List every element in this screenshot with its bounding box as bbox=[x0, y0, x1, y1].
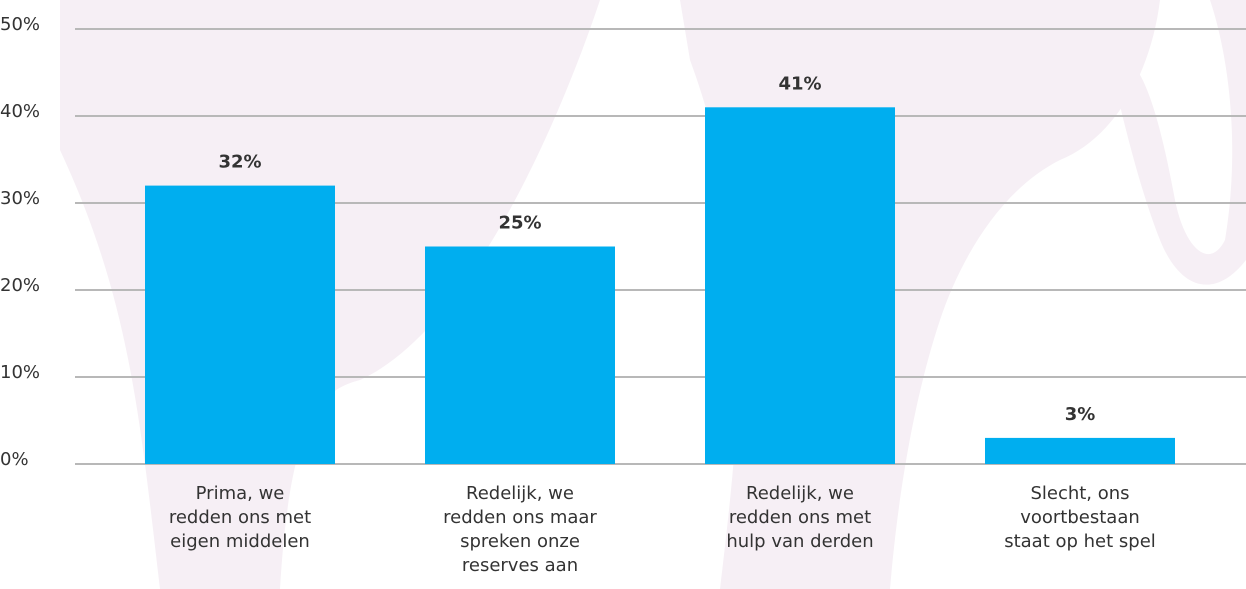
bar bbox=[425, 246, 615, 464]
x-tick-label: redden ons maar bbox=[443, 507, 597, 528]
bar bbox=[985, 437, 1175, 464]
bar bbox=[145, 185, 335, 464]
value-label: 3% bbox=[1065, 404, 1096, 425]
bar bbox=[705, 107, 895, 465]
x-tick-label: Slecht, ons bbox=[1030, 483, 1129, 504]
x-tick-label: Redelijk, we bbox=[466, 483, 574, 504]
x-tick-label: spreken onze bbox=[460, 531, 580, 552]
y-tick-label: 20% bbox=[0, 275, 40, 296]
value-label: 32% bbox=[218, 152, 261, 173]
x-tick-label: redden ons met bbox=[169, 507, 311, 528]
x-tick-label: reserves aan bbox=[462, 555, 578, 576]
x-tick-label: staat op het spel bbox=[1004, 531, 1156, 552]
x-tick-label: Prima, we bbox=[196, 483, 285, 504]
y-tick-label: 50% bbox=[0, 14, 40, 35]
value-label: 41% bbox=[778, 73, 821, 94]
x-tick-label: Redelijk, we bbox=[746, 483, 854, 504]
y-tick-label: 40% bbox=[0, 101, 40, 122]
y-tick-label: 10% bbox=[0, 362, 40, 383]
x-tick-label: voortbestaan bbox=[1020, 507, 1140, 528]
x-tick-label: redden ons met bbox=[729, 507, 871, 528]
value-label: 25% bbox=[498, 213, 541, 234]
y-tick-label: 0% bbox=[0, 449, 29, 470]
x-tick-label: hulp van derden bbox=[726, 531, 873, 552]
y-tick-label: 30% bbox=[0, 188, 40, 209]
x-tick-label: eigen middelen bbox=[170, 531, 310, 552]
